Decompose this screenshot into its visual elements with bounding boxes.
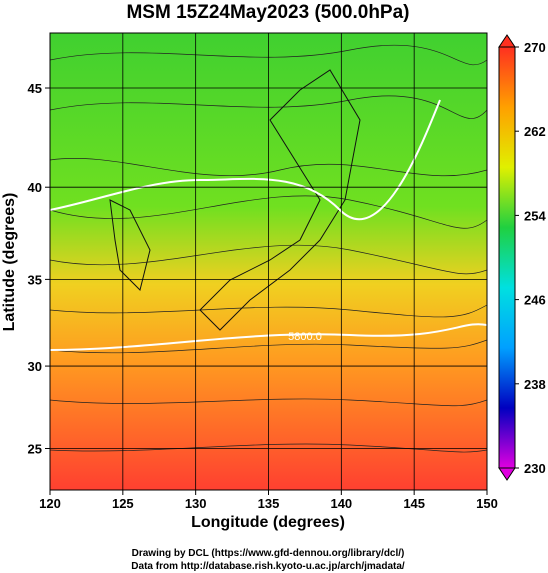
x-tick-label: 145: [403, 496, 425, 511]
colorbar-tick-label: 246: [524, 293, 546, 308]
footer-line: Data from http://database.rish.kyoto-u.a…: [131, 561, 405, 572]
x-tick-label: 140: [330, 496, 352, 511]
x-tick-label: 120: [39, 496, 61, 511]
y-tick-label: 45: [28, 81, 42, 96]
x-tick-label: 125: [112, 496, 134, 511]
y-tick-label: 30: [28, 359, 42, 374]
colorbar: [498, 46, 516, 469]
colorbar-top-arrow: [498, 34, 516, 48]
colorbar-tick-label: 230: [524, 461, 546, 476]
footer-line: Drawing by DCL (https://www.gfd-dennou.o…: [132, 548, 405, 559]
x-tick-label: 135: [258, 496, 280, 511]
colorbar-tick-label: 254: [524, 208, 546, 223]
colorbar-tick-label: 238: [524, 377, 546, 392]
colorbar-tick-label: 262: [524, 124, 546, 139]
x-axis-label: Longitude (degrees): [191, 514, 345, 531]
y-axis-label: Latitude (degrees): [1, 193, 18, 332]
x-tick-label: 150: [476, 496, 498, 511]
chart-title: MSM 15Z24May2023 (500.0hPa): [126, 2, 409, 23]
colorbar-bottom-arrow: [498, 467, 516, 481]
x-tick-label: 130: [185, 496, 207, 511]
plot-frame: [49, 32, 488, 491]
contour: [50, 323, 487, 351]
y-tick-label: 25: [28, 441, 42, 456]
y-tick-label: 35: [28, 272, 42, 287]
y-tick-label: 40: [28, 180, 42, 195]
coastline: [109, 69, 361, 331]
contour-label: 5800.0: [288, 331, 322, 343]
contour: [50, 99, 441, 220]
colorbar-tick-label: 270: [524, 40, 546, 55]
